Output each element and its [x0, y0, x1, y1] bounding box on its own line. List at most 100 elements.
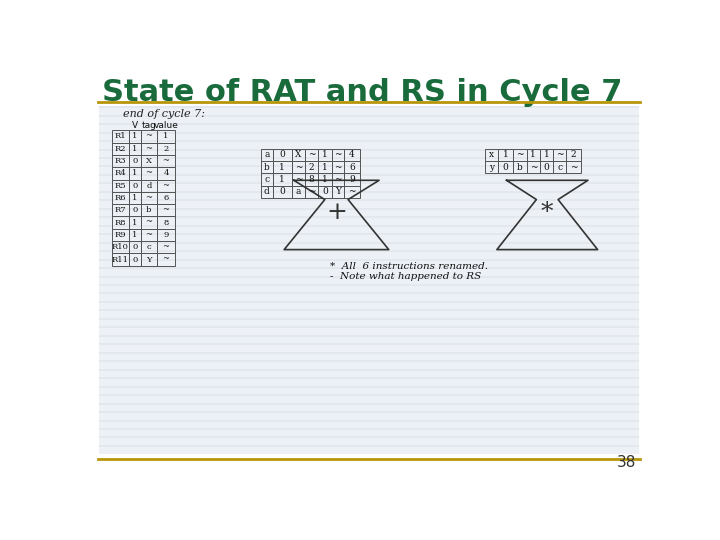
Bar: [513, 161, 527, 173]
Bar: [318, 186, 332, 198]
Text: V: V: [132, 121, 138, 130]
Bar: [157, 204, 175, 217]
Text: X: X: [146, 157, 152, 165]
Text: 0: 0: [132, 255, 138, 264]
Text: ~: ~: [334, 151, 342, 159]
Bar: [129, 229, 141, 241]
Bar: [157, 167, 175, 179]
Text: 0: 0: [132, 157, 138, 165]
Text: ~: ~: [348, 187, 356, 197]
Text: ~: ~: [529, 163, 537, 172]
Bar: [141, 192, 157, 204]
Bar: [112, 229, 129, 241]
Text: R2: R2: [114, 145, 126, 153]
Bar: [157, 179, 175, 192]
Text: 0: 0: [132, 206, 138, 214]
Bar: [305, 148, 318, 161]
Text: 1: 1: [279, 163, 285, 172]
Bar: [99, 106, 639, 454]
Text: +: +: [326, 201, 347, 224]
Bar: [344, 161, 360, 173]
Text: d: d: [146, 181, 152, 190]
Text: R1: R1: [114, 132, 126, 140]
Text: 0: 0: [503, 163, 508, 172]
Text: R11: R11: [112, 255, 129, 264]
Bar: [318, 161, 332, 173]
Bar: [332, 173, 344, 186]
Text: R6: R6: [114, 194, 126, 202]
Bar: [141, 253, 157, 266]
Bar: [129, 143, 141, 155]
Text: ~: ~: [294, 163, 302, 172]
Bar: [273, 173, 292, 186]
Text: 0: 0: [279, 151, 285, 159]
Text: ~: ~: [294, 175, 302, 184]
Text: 1: 1: [163, 132, 168, 140]
Text: 1: 1: [132, 231, 138, 239]
Bar: [305, 173, 318, 186]
Text: d: d: [264, 187, 269, 197]
Text: 4: 4: [163, 170, 168, 177]
Text: State of RAT and RS in Cycle 7: State of RAT and RS in Cycle 7: [102, 78, 622, 107]
Bar: [566, 148, 581, 161]
Bar: [332, 161, 344, 173]
Bar: [539, 148, 554, 161]
Bar: [141, 167, 157, 179]
Text: ~: ~: [334, 175, 342, 184]
Bar: [112, 167, 129, 179]
Text: 1: 1: [132, 170, 138, 177]
Text: c: c: [557, 163, 562, 172]
Bar: [112, 253, 129, 266]
Text: a: a: [264, 151, 269, 159]
Text: 1: 1: [503, 151, 508, 159]
Bar: [292, 161, 305, 173]
Text: R5: R5: [114, 181, 126, 190]
Bar: [141, 217, 157, 229]
Bar: [273, 161, 292, 173]
Bar: [112, 192, 129, 204]
Bar: [485, 148, 498, 161]
Bar: [344, 173, 360, 186]
Bar: [112, 155, 129, 167]
Text: X: X: [295, 151, 302, 159]
Bar: [157, 241, 175, 253]
Text: ~: ~: [163, 157, 169, 165]
Bar: [157, 130, 175, 143]
Bar: [129, 192, 141, 204]
Text: 8: 8: [309, 175, 315, 184]
Bar: [129, 130, 141, 143]
Text: ~: ~: [163, 206, 169, 214]
Text: b: b: [264, 163, 269, 172]
Text: 38: 38: [617, 455, 636, 470]
Text: *: *: [541, 201, 554, 224]
Text: ~: ~: [163, 255, 169, 264]
Text: R7: R7: [114, 206, 126, 214]
Bar: [157, 155, 175, 167]
Text: ~: ~: [145, 132, 153, 140]
Bar: [305, 186, 318, 198]
Bar: [112, 241, 129, 253]
Bar: [141, 229, 157, 241]
Text: ~: ~: [308, 187, 315, 197]
Text: 0: 0: [544, 163, 549, 172]
Text: c: c: [147, 244, 151, 251]
Bar: [129, 204, 141, 217]
Text: 6: 6: [163, 194, 168, 202]
Text: 0: 0: [132, 244, 138, 251]
Text: 6: 6: [349, 163, 355, 172]
Bar: [305, 161, 318, 173]
Text: 4: 4: [349, 151, 355, 159]
Text: 8: 8: [163, 219, 168, 227]
Bar: [157, 192, 175, 204]
Text: ~: ~: [145, 170, 153, 177]
Text: Y: Y: [335, 187, 341, 197]
Bar: [141, 241, 157, 253]
Text: 0: 0: [322, 187, 328, 197]
Text: ~: ~: [145, 219, 153, 227]
Text: 1: 1: [132, 145, 138, 153]
Bar: [332, 186, 344, 198]
Bar: [344, 148, 360, 161]
Bar: [129, 217, 141, 229]
Bar: [261, 186, 273, 198]
Text: ~: ~: [145, 194, 153, 202]
